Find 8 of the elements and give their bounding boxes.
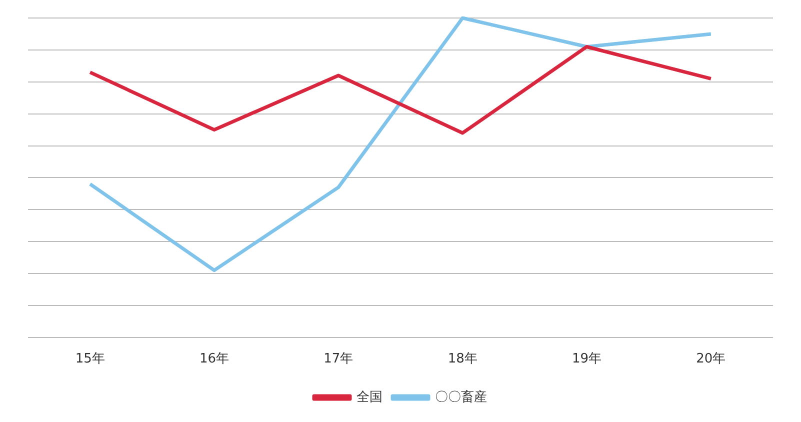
legend-label: 〇〇畜産 [435,388,487,405]
x-tick-label: 16年 [199,352,230,367]
legend-label: 全国 [356,390,382,405]
x-tick-label: 20年 [696,352,726,367]
x-tick-label: 17年 [324,352,354,367]
x-tick-label: 15年 [75,352,105,367]
x-tick-label: 19年 [572,352,602,367]
x-tick-label: 18年 [448,352,478,367]
